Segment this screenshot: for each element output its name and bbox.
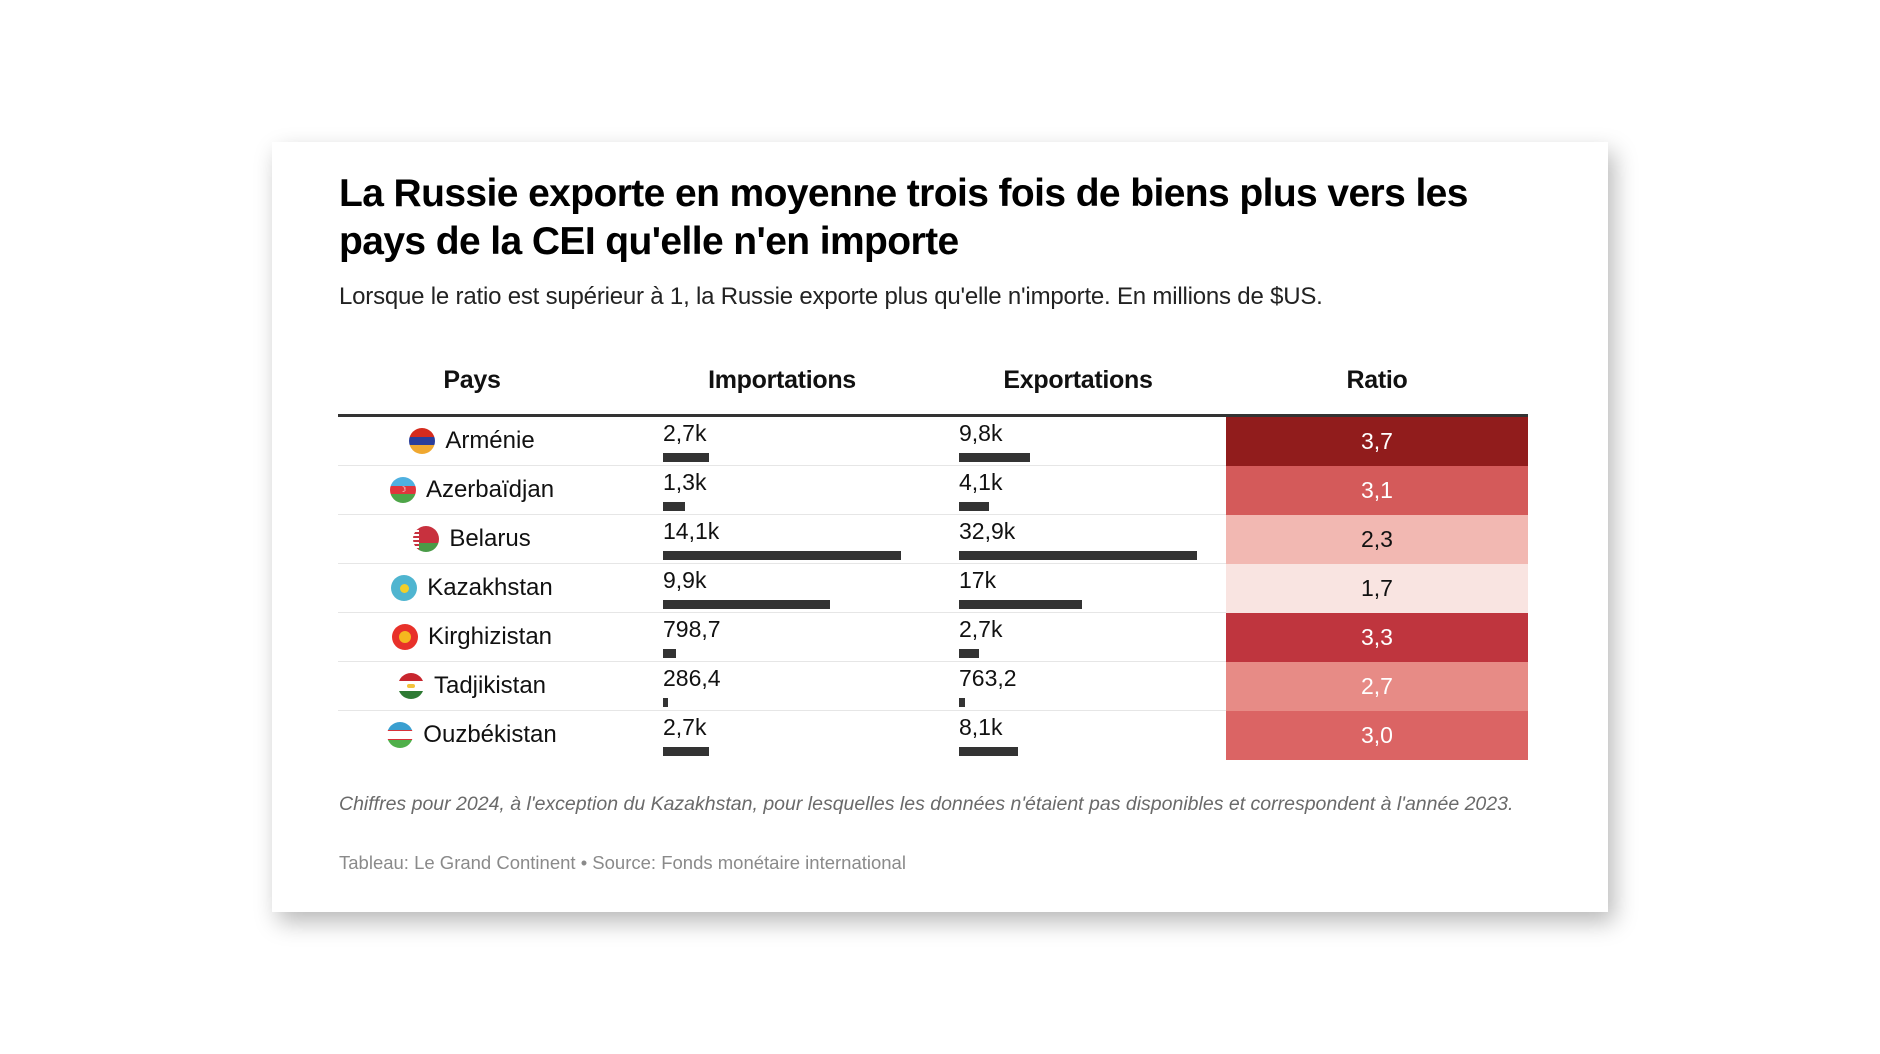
- ratio-cell: 3,0: [1226, 711, 1528, 760]
- country-cell: Ouzbékistan: [338, 711, 606, 759]
- armenia-flag-icon: [409, 428, 436, 454]
- table-header: Pays Importations Exportations Ratio: [338, 352, 1528, 417]
- table-row: Kirghizistan 798,7 2,7k 3,3: [338, 613, 1528, 662]
- tajikistan-flag-icon: [397, 673, 424, 699]
- column-header-imports[interactable]: Importations: [708, 366, 856, 394]
- column-header-ratio[interactable]: Ratio: [1346, 366, 1408, 394]
- exports-bar: [959, 453, 1030, 462]
- ratio-cell: 2,3: [1226, 515, 1528, 564]
- imports-value: 14,1k: [663, 518, 720, 544]
- ratio-value: 3,7: [1361, 428, 1393, 454]
- exports-value: 4,1k: [959, 469, 1003, 495]
- exports-bar: [959, 551, 1197, 560]
- table-row: Belarus 14,1k 32,9k 2,3: [338, 515, 1528, 564]
- imports-value: 9,9k: [663, 567, 707, 593]
- imports-value: 2,7k: [663, 420, 707, 446]
- table-row: ☽ Azerbaïdjan 1,3k 4,1k 3,1: [338, 466, 1528, 515]
- country-name: Kazakhstan: [427, 574, 553, 601]
- country-name: Arménie: [445, 427, 535, 454]
- country-name: Ouzbékistan: [423, 721, 557, 748]
- country-cell: ☽ Azerbaïdjan: [338, 466, 606, 514]
- country-cell: Kazakhstan: [338, 564, 606, 612]
- exports-bar: [959, 698, 965, 707]
- exports-value: 9,8k: [959, 420, 1003, 446]
- chart-title: La Russie exporte en moyenne trois fois …: [339, 172, 1468, 263]
- column-header-exports[interactable]: Exportations: [1003, 366, 1153, 394]
- ratio-value: 1,7: [1361, 575, 1393, 601]
- table-row: Arménie 2,7k 9,8k 3,7: [338, 417, 1528, 466]
- imports-bar: [663, 551, 901, 560]
- imports-bar: [663, 453, 709, 462]
- chart-subtitle: Lorsque le ratio est supérieur à 1, la R…: [339, 283, 1323, 310]
- ratio-cell: 3,1: [1226, 466, 1528, 515]
- ratio-cell: 1,7: [1226, 564, 1528, 613]
- imports-bar: [663, 747, 709, 756]
- exports-bar: [959, 502, 989, 511]
- imports-bar: [663, 502, 685, 511]
- data-table: Pays Importations Exportations Ratio Arm…: [338, 352, 1528, 760]
- table-row: Kazakhstan 9,9k 17k 1,7: [338, 564, 1528, 613]
- ratio-value: 3,1: [1361, 477, 1393, 503]
- ratio-value: 3,3: [1361, 624, 1393, 650]
- table-row: Tadjikistan 286,4 763,2 2,7: [338, 662, 1528, 711]
- belarus-flag-icon: [413, 526, 440, 552]
- exports-value: 2,7k: [959, 616, 1003, 642]
- exports-value: 763,2: [959, 665, 1017, 691]
- column-header-country[interactable]: Pays: [443, 366, 501, 394]
- ratio-value: 3,0: [1361, 722, 1393, 748]
- imports-value: 1,3k: [663, 469, 707, 495]
- country-cell: Arménie: [338, 417, 606, 465]
- imports-bar: [663, 698, 668, 707]
- kyrgyzstan-flag-icon: [391, 624, 418, 650]
- exports-bar: [959, 649, 979, 658]
- country-name: Belarus: [449, 525, 531, 552]
- exports-bar: [959, 747, 1018, 756]
- ratio-cell: 3,7: [1226, 417, 1528, 466]
- imports-value: 286,4: [663, 665, 721, 691]
- exports-value: 32,9k: [959, 518, 1016, 544]
- imports-bar: [663, 600, 831, 609]
- chart-card: La Russie exporte en moyenne trois fois …: [272, 142, 1608, 912]
- country-name: Tadjikistan: [433, 672, 547, 699]
- country-name: Azerbaïdjan: [425, 476, 555, 503]
- country-cell: Kirghizistan: [338, 613, 606, 661]
- exports-value: 17k: [959, 567, 997, 593]
- imports-value: 2,7k: [663, 714, 707, 740]
- kazakhstan-flag-icon: [391, 575, 418, 601]
- ratio-cell: 3,3: [1226, 613, 1528, 662]
- azerbaijan-flag-icon: ☽: [389, 477, 416, 503]
- footnote: Chiffres pour 2024, à l'exception du Kaz…: [339, 793, 1514, 815]
- uzbekistan-flag-icon: [387, 722, 414, 748]
- ratio-value: 2,7: [1361, 673, 1393, 699]
- ratio-cell: 2,7: [1226, 662, 1528, 711]
- ratio-value: 2,3: [1361, 526, 1393, 552]
- exports-bar: [959, 600, 1082, 609]
- source-credit: Tableau: Le Grand Continent • Source: Fo…: [339, 852, 906, 873]
- country-name: Kirghizistan: [427, 623, 553, 650]
- table-body: Arménie 2,7k 9,8k 3,7 ☽ Azerbaïdjan 1,3k…: [338, 417, 1528, 760]
- table-row: Ouzbékistan 2,7k 8,1k 3,0: [338, 711, 1528, 760]
- country-cell: Belarus: [338, 515, 606, 563]
- country-cell: Tadjikistan: [338, 662, 606, 710]
- exports-value: 8,1k: [959, 714, 1003, 740]
- imports-value: 798,7: [663, 616, 721, 642]
- imports-bar: [663, 649, 677, 658]
